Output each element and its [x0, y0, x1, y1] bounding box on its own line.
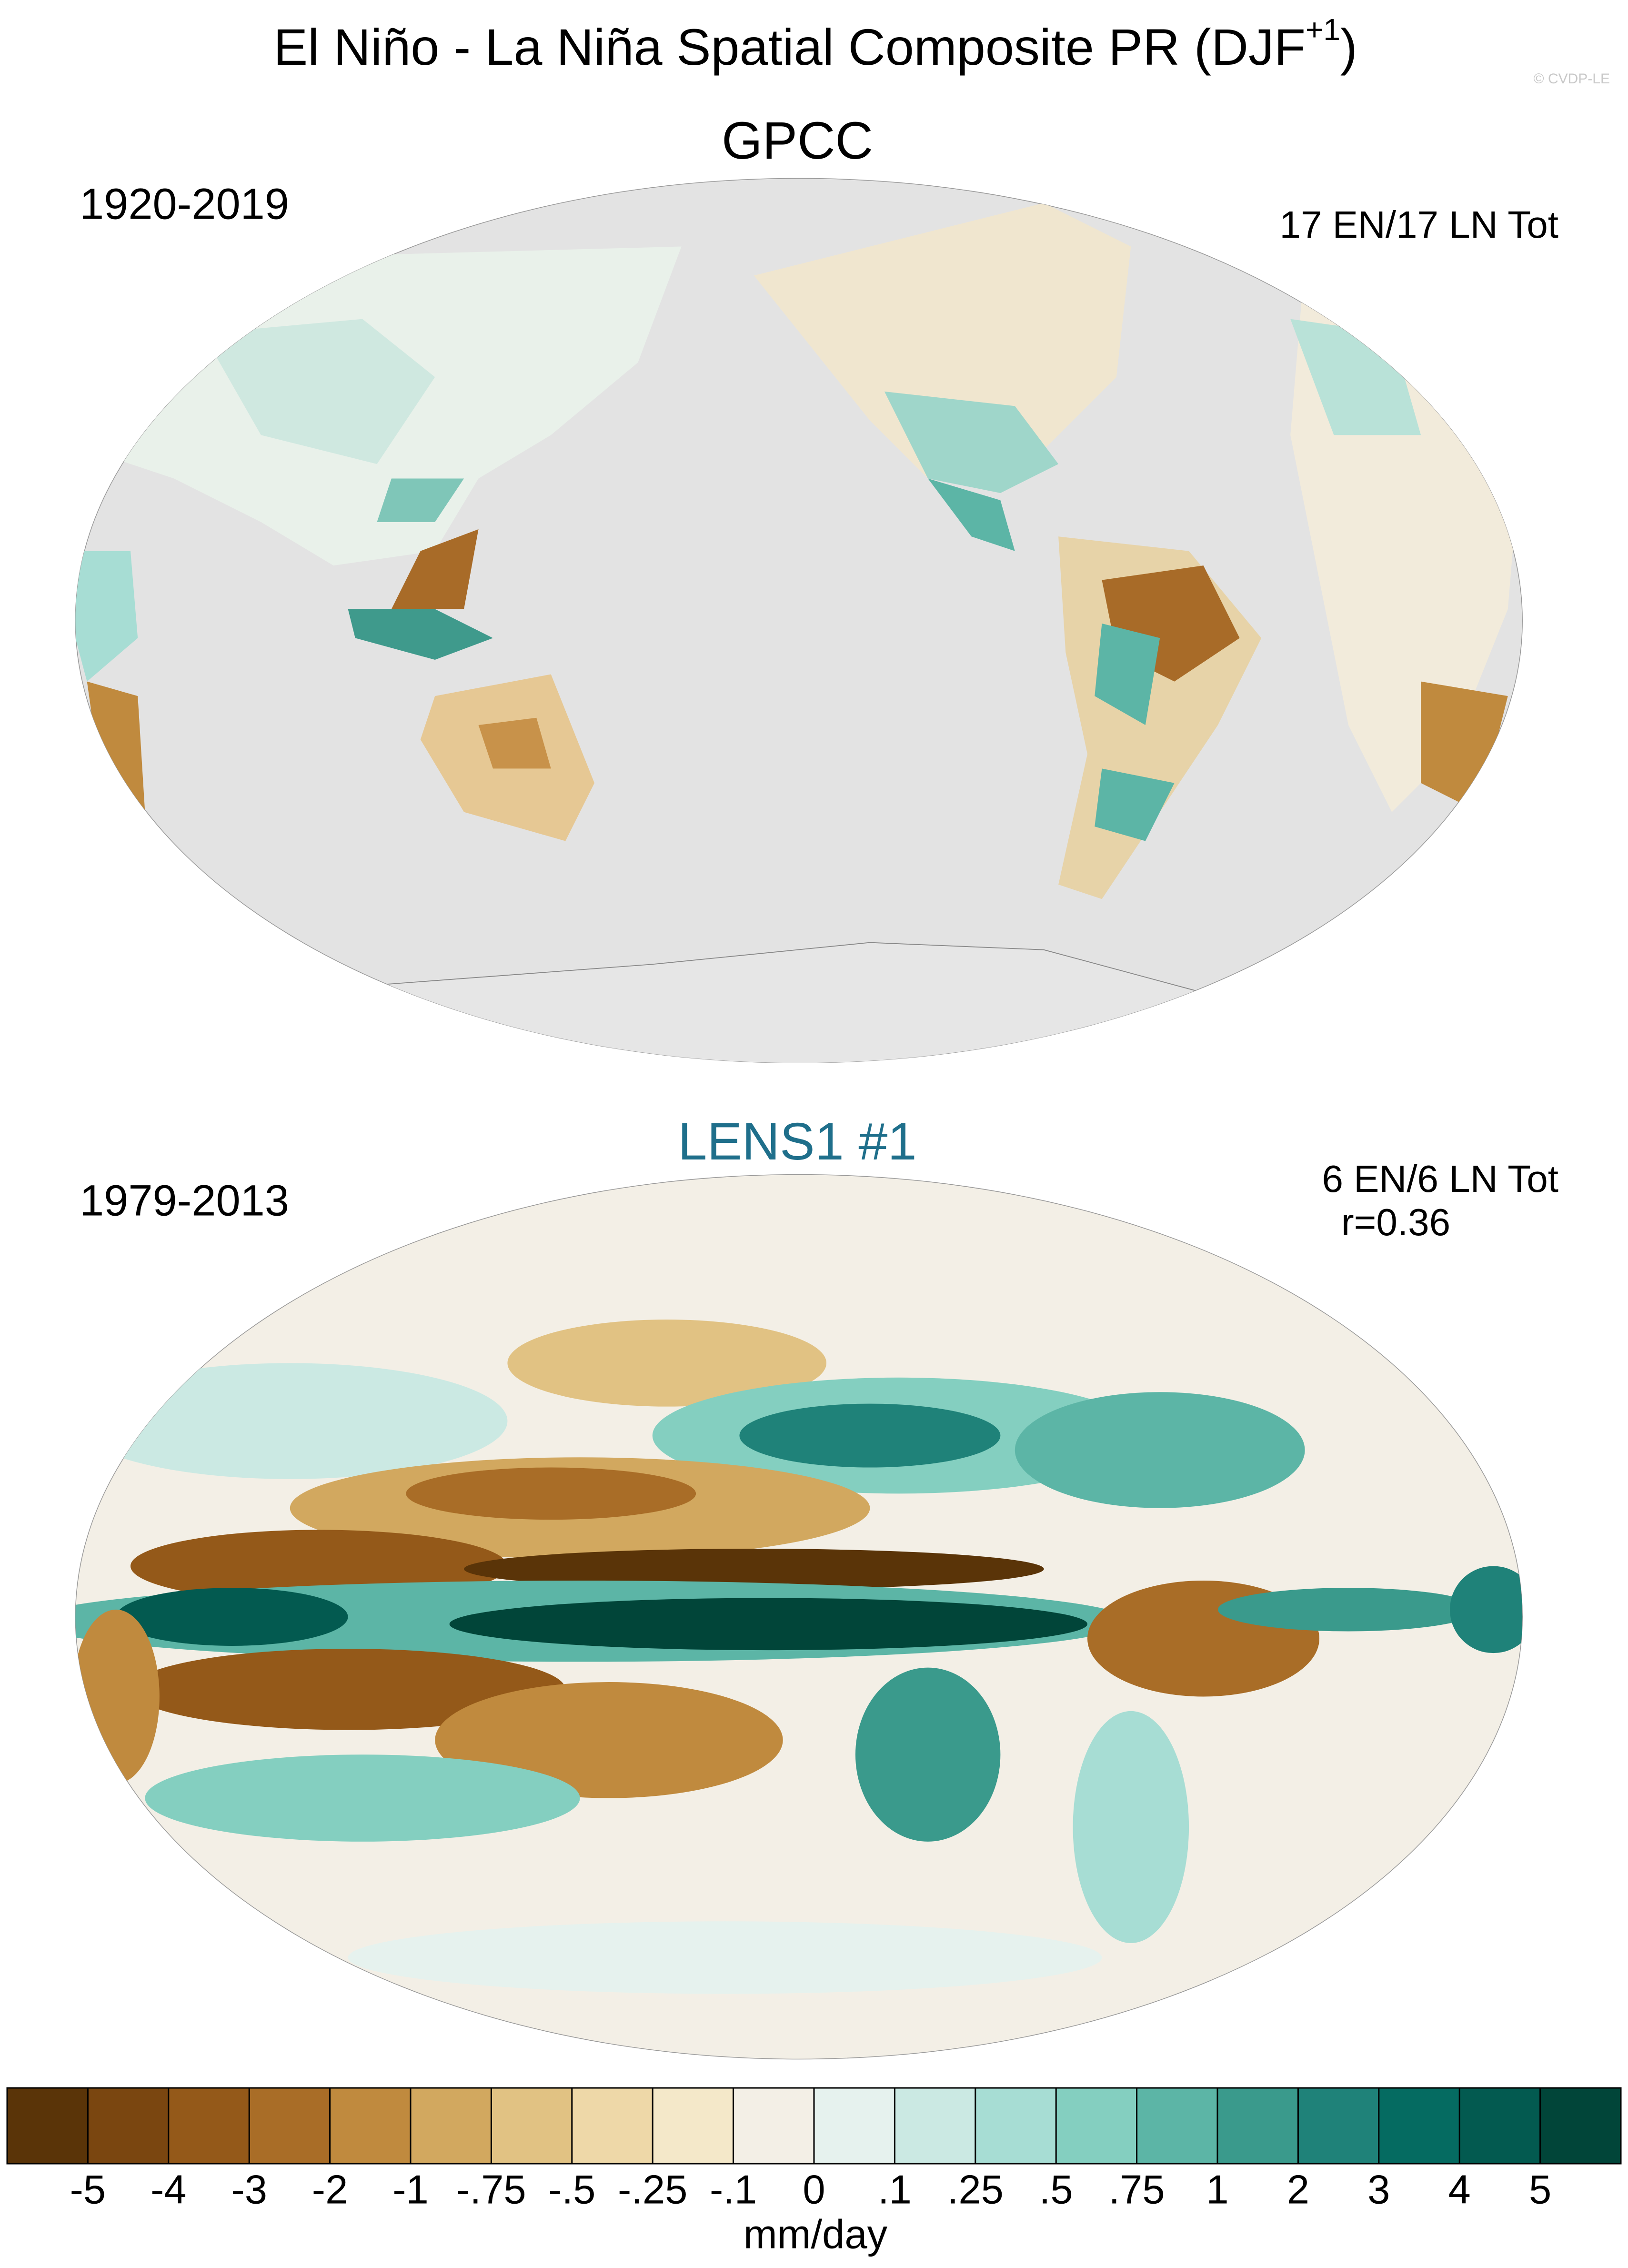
colorbar-swatch — [1298, 2088, 1379, 2164]
colorbar: -5 -4 -3 -2 -1 -.75 -.5 -.25 -.1 0 .1 .25 .5 .75 1 2 3 4 5 — [6, 2087, 1622, 2212]
colorbar-tick-label: -4 — [151, 2167, 187, 2212]
colorbar-tick-label: -2 — [312, 2167, 348, 2212]
colorbar-tick-label: 0 — [803, 2167, 825, 2212]
colorbar-swatch — [572, 2088, 653, 2164]
colorbar-swatch — [330, 2088, 411, 2164]
colorbar-tick-label: 2 — [1287, 2167, 1309, 2212]
panel-title: LENS1 #1 — [678, 1112, 916, 1171]
colorbar-swatch — [7, 2088, 88, 2164]
colorbar-swatch — [1136, 2088, 1218, 2164]
colorbar-tick-label: -.1 — [710, 2167, 757, 2212]
colorbar-swatch — [1540, 2088, 1621, 2164]
map-gpcc — [75, 178, 1523, 1064]
colorbar-tick-label: -1 — [392, 2167, 429, 2212]
panel-period: 1920-2019 — [80, 180, 289, 228]
colorbar-swatch — [814, 2088, 895, 2164]
colorbar-swatch — [411, 2088, 492, 2164]
title-close: ) — [1340, 18, 1357, 76]
panel-stats: 17 EN/17 LN Tot — [1279, 203, 1558, 246]
colorbar-swatch — [733, 2088, 814, 2164]
colorbar-tick-label: -.5 — [548, 2167, 595, 2212]
colorbar-swatch — [168, 2088, 250, 2164]
title-superscript: +1 — [1306, 12, 1340, 47]
colorbar-tick-label: .5 — [1039, 2167, 1073, 2212]
watermark: © CVDP-LE — [1534, 71, 1610, 87]
colorbar-swatch — [1459, 2088, 1541, 2164]
colorbar-swatch — [249, 2088, 331, 2164]
colorbar-tick-label: .75 — [1109, 2167, 1165, 2212]
colorbar-tick-label: .1 — [878, 2167, 912, 2212]
colorbar-tick-label: -5 — [70, 2167, 106, 2212]
colorbar-tick-label: -.25 — [618, 2167, 687, 2212]
colorbar-units: mm/day — [744, 2212, 888, 2257]
panel-stats: 6 EN/6 LN Tot — [1322, 1158, 1558, 1200]
panel-stats: r=0.36 — [1341, 1201, 1450, 1243]
colorbar-tick-label: -3 — [231, 2167, 267, 2212]
panel-period: 1979-2013 — [80, 1176, 289, 1225]
colorbar-tick-label: 4 — [1448, 2167, 1471, 2212]
title-main: El Niño - La Niña Spatial Composite PR (… — [273, 18, 1306, 76]
colorbar-swatch — [88, 2088, 169, 2164]
map-lens — [75, 1174, 1523, 2060]
colorbar-swatch — [653, 2088, 734, 2164]
colorbar-tick-label: .25 — [947, 2167, 1004, 2212]
colorbar-tick-label: 1 — [1206, 2167, 1228, 2212]
colorbar-swatch — [1217, 2088, 1298, 2164]
colorbar-tick-label: -.75 — [456, 2167, 526, 2212]
colorbar-tick-label: 3 — [1367, 2167, 1390, 2212]
panel-title: GPCC — [722, 111, 873, 170]
colorbar-swatch — [894, 2088, 976, 2164]
figure-title: El Niño - La Niña Spatial Composite PR (… — [273, 12, 1357, 76]
colorbar-swatch — [975, 2088, 1056, 2164]
colorbar-swatch — [1378, 2088, 1460, 2164]
colorbar-swatch — [491, 2088, 573, 2164]
colorbar-tick-label: 5 — [1529, 2167, 1551, 2212]
colorbar-swatch — [1056, 2088, 1137, 2164]
